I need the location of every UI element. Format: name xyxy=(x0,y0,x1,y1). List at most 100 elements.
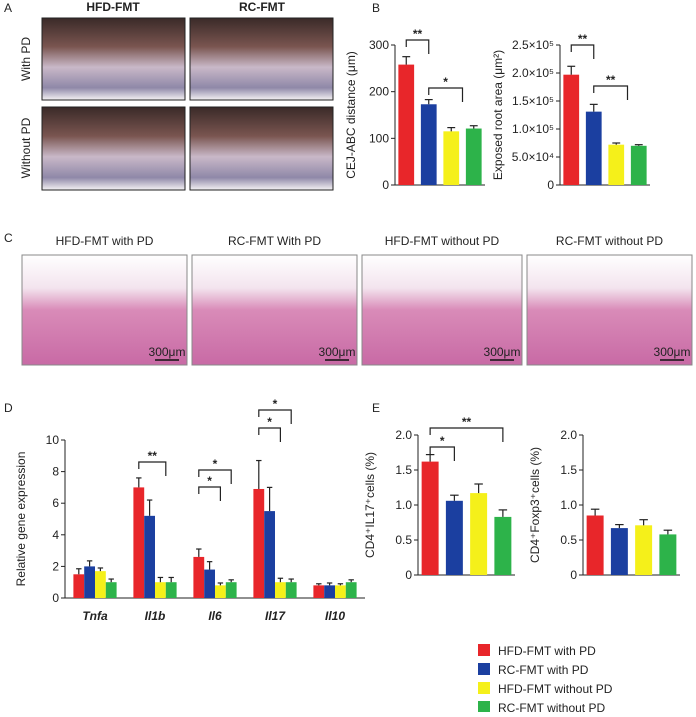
significance-label: * xyxy=(207,474,212,488)
column-label: RC-FMT xyxy=(239,0,286,14)
y-tick-label: 1.0 xyxy=(395,498,412,512)
bar xyxy=(659,534,677,575)
x-tick-label: Il10 xyxy=(325,609,345,623)
significance-bracket xyxy=(138,461,167,476)
bar xyxy=(95,571,106,598)
bar xyxy=(465,128,482,185)
bracket-line xyxy=(258,427,281,442)
column-label: HFD-FMT xyxy=(86,0,140,14)
y-tick-label: 1.0 xyxy=(560,498,577,512)
bar xyxy=(313,585,325,598)
x-tick-label: Tnfa xyxy=(82,609,108,623)
y-tick-label: 0.5 xyxy=(395,533,412,547)
error-bar xyxy=(256,459,262,489)
significance-label: * xyxy=(440,434,445,448)
y-tick-label: 8 xyxy=(52,465,59,479)
bar xyxy=(421,461,439,575)
bar xyxy=(470,493,488,575)
y-tick-label: 300 xyxy=(369,38,389,52)
bracket-line xyxy=(570,44,595,59)
bar xyxy=(445,500,463,575)
bracket-line xyxy=(593,85,629,100)
bar xyxy=(586,515,604,575)
error-bar xyxy=(217,582,224,586)
bar xyxy=(193,556,205,598)
bar xyxy=(285,582,297,598)
legend-label: RC-FMT without PD xyxy=(498,701,605,712)
error-bar xyxy=(196,548,202,557)
bracket-line xyxy=(138,461,167,476)
error-bar xyxy=(663,529,673,535)
error-bar xyxy=(612,142,621,145)
y-tick-label: 0 xyxy=(405,568,412,582)
bar xyxy=(398,64,415,185)
legend-swatch xyxy=(478,682,490,694)
bracket-line xyxy=(405,39,430,54)
panel-label: E xyxy=(372,401,380,415)
y-axis-label: CD4⁺IL17⁺cells (%) xyxy=(363,452,377,558)
bar xyxy=(264,511,275,598)
significance-label: ** xyxy=(413,27,423,41)
bar xyxy=(494,516,512,575)
legend-label: RC-FMT with PD xyxy=(498,663,589,677)
error-bar xyxy=(108,578,114,583)
bar xyxy=(144,515,155,598)
bar xyxy=(563,74,580,185)
error-bar xyxy=(136,477,142,488)
significance-label: ** xyxy=(148,449,158,463)
error-bar xyxy=(168,576,174,583)
significance-bracket xyxy=(429,427,504,442)
significance-label: * xyxy=(213,457,218,471)
bar xyxy=(204,569,215,598)
panel-label: A xyxy=(4,1,12,15)
y-tick-label: 0 xyxy=(52,591,59,605)
bar xyxy=(335,585,346,598)
photo xyxy=(526,254,693,366)
x-tick-label: Il17 xyxy=(265,609,286,623)
bar xyxy=(345,582,357,598)
photo xyxy=(189,106,334,191)
legend-label: HFD-FMT without PD xyxy=(498,682,613,696)
y-tick-label: 1.0×10⁵ xyxy=(512,122,554,136)
legend-label: HFD-FMT with PD xyxy=(498,644,596,658)
panel-label: B xyxy=(372,1,380,15)
bar xyxy=(73,574,85,598)
y-tick-label: 2 xyxy=(52,559,59,573)
bar xyxy=(215,585,226,598)
error-bar xyxy=(567,65,576,75)
legend-swatch xyxy=(478,663,490,675)
significance-bracket xyxy=(198,469,232,484)
photo-caption: RC-FMT without PD xyxy=(556,234,663,248)
scale-label: 300μm xyxy=(149,345,186,359)
x-tick-label: Il6 xyxy=(208,609,222,623)
bar xyxy=(165,582,177,598)
error-bar xyxy=(326,582,333,586)
photo-caption: HFD-FMT without PD xyxy=(385,234,500,248)
y-tick-label: 2.0×10⁵ xyxy=(512,66,554,80)
photo xyxy=(41,17,186,101)
significance-bracket xyxy=(570,44,595,59)
scale-label: 300μm xyxy=(654,345,691,359)
error-bar xyxy=(146,499,153,516)
bar xyxy=(610,528,628,575)
y-tick-label: 1.5×10⁵ xyxy=(512,94,554,108)
significance-label: * xyxy=(443,75,448,89)
error-bar xyxy=(206,561,213,570)
error-bar xyxy=(424,98,433,105)
x-tick-label: Il1b xyxy=(145,609,166,623)
y-axis-label: CEJ-ABC distance (μm) xyxy=(344,51,358,179)
bar xyxy=(443,131,460,185)
error-bar xyxy=(615,523,624,529)
photo xyxy=(21,254,188,366)
y-tick-label: 2.0 xyxy=(560,428,577,442)
error-bar xyxy=(498,509,508,517)
error-bar xyxy=(639,519,648,526)
bar xyxy=(253,488,265,598)
y-tick-label: 0 xyxy=(547,178,554,192)
error-bar xyxy=(288,578,294,583)
bracket-line xyxy=(428,87,464,102)
significance-label: ** xyxy=(606,73,616,87)
significance-bracket xyxy=(258,427,281,442)
y-tick-label: 0.5 xyxy=(560,533,577,547)
bar xyxy=(105,582,117,598)
